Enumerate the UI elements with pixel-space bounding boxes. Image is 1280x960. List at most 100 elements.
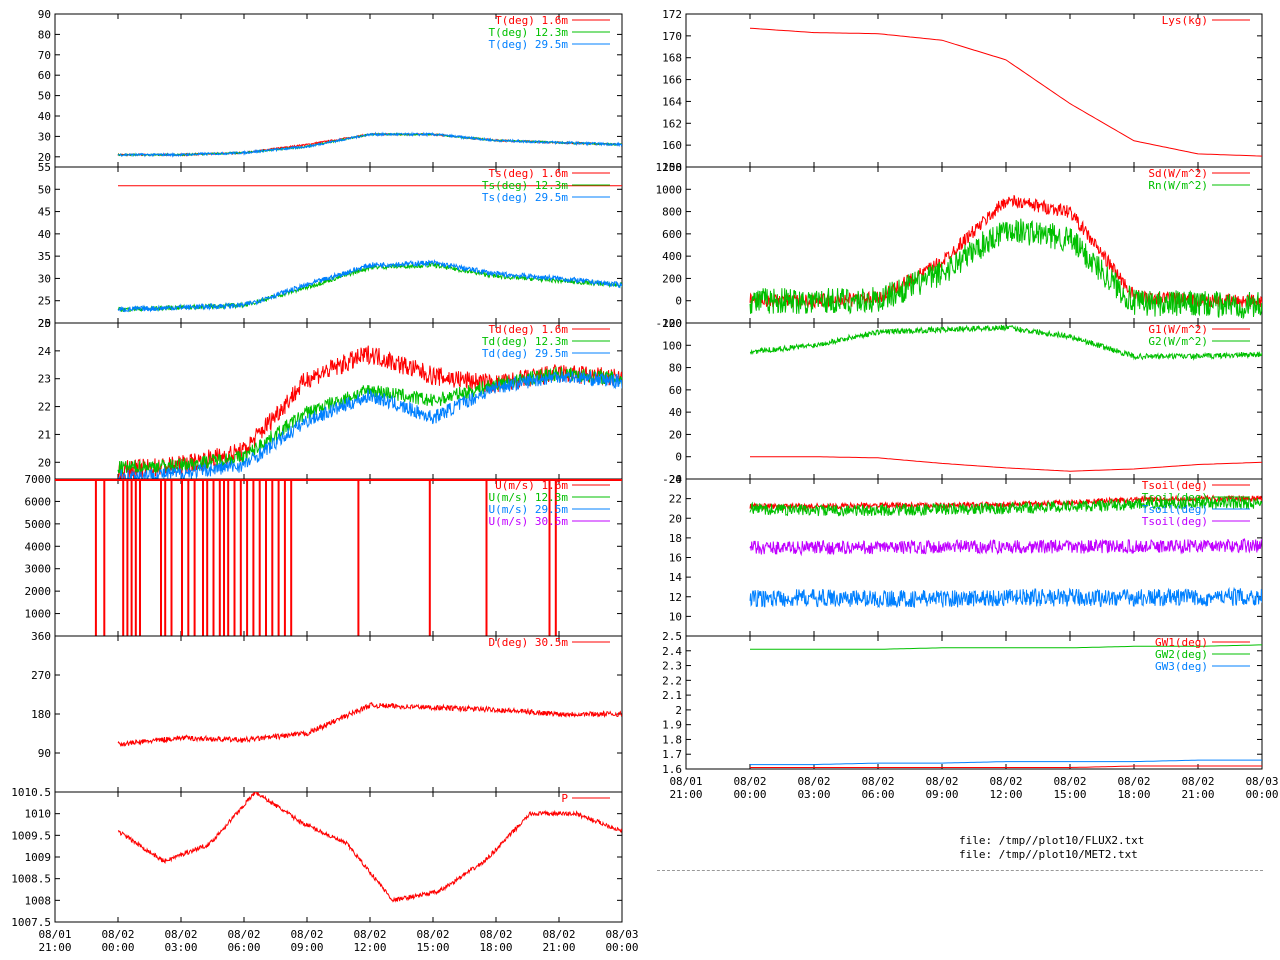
data-line [117,345,622,479]
legend-label: U(m/s) 12.3m [489,491,569,504]
y-tick-label: 5000 [25,518,52,531]
data-line [750,759,1262,766]
y-tick-label: 60 [38,69,51,82]
y-tick-label: 0 [675,451,682,464]
y-tick-label: 1.9 [662,719,682,732]
x-tick-label: 03:00 [164,941,197,954]
y-tick-label: 40 [38,110,51,123]
legend-label: U(m/s) 29.5m [489,503,569,516]
x-tick-label: 08/02 [989,775,1022,788]
y-tick-label: 90 [38,8,51,21]
y-tick-label: 3000 [25,563,52,576]
data-spike [265,479,267,636]
y-tick-label: 23 [38,373,51,386]
data-spike [357,479,360,636]
chart-panel-left-4 [54,478,623,637]
data-line [117,258,622,313]
y-tick-label: 166 [662,74,682,87]
x-tick-label: 08/02 [542,928,575,941]
y-tick-label: 1000 [25,608,52,621]
x-tick-label: 08/02 [416,928,449,941]
x-tick-label: 00:00 [1245,788,1278,801]
data-spike [170,479,173,636]
data-spike [290,479,293,636]
y-tick-label: 35 [38,250,51,263]
x-tick-label: 21:00 [542,941,575,954]
y-tick-label: 170 [662,30,682,43]
legend-label: Td(deg) 29.5m [482,347,568,360]
y-tick-label: 14 [669,571,683,584]
file-label: file: /tmp//plot10/FLUX2.txt [959,834,1145,847]
y-tick-label: 600 [662,228,682,241]
x-tick-label: 08/01 [669,775,702,788]
data-spike [94,479,97,636]
y-tick-label: 20 [38,317,51,330]
file-label: file: /tmp//plot10/MET2.txt [959,848,1138,861]
x-tick-label: 00:00 [733,788,766,801]
y-tick-label: 16 [669,552,682,565]
plot-frame [685,13,1263,168]
x-tick-label: 08/02 [1181,775,1214,788]
x-tick-label: 15:00 [416,941,449,954]
legend-label: Rn(W/m^2) [1148,179,1208,192]
y-tick-label: 22 [669,493,682,506]
x-tick-label: 08/02 [164,928,197,941]
y-tick-label: 20 [669,428,682,441]
x-tick-label: 21:00 [669,788,702,801]
x-tick-label: 08/03 [1245,775,1278,788]
y-tick-label: 1008 [25,894,52,907]
y-tick-label: 2.1 [662,689,682,702]
legend-label: T(deg) 29.5m [489,38,569,51]
y-tick-label: 55 [38,161,51,174]
data-spike [212,479,215,636]
y-tick-label: 21 [38,428,51,441]
chart-panel-left-5 [54,635,623,793]
legend-label: Td(deg) 1.6m [489,323,569,336]
y-tick-label: 2.3 [662,660,682,673]
y-tick-label: 12 [669,591,682,604]
y-tick-label: 1.7 [662,748,682,761]
data-line [750,765,1262,768]
legend-label: Tsoil(deg) [1142,515,1208,528]
x-tick-label: 08/02 [925,775,958,788]
plot-frame [685,635,1263,770]
y-tick-label: 200 [662,272,682,285]
x-tick-label: 08/03 [605,928,638,941]
y-tick-label: 20 [38,456,51,469]
y-tick-label: 2.4 [662,645,682,658]
data-spike [103,479,106,636]
legend-label: GW2(deg) [1155,648,1208,661]
y-tick-label: 1009 [25,851,52,864]
data-spike [160,479,162,636]
x-tick-label: 08/02 [797,775,830,788]
data-spike [283,479,286,636]
y-tick-label: 2 [675,704,682,717]
y-tick-label: 1.6 [662,763,682,776]
chart-panel-right-1 [685,13,1263,168]
y-tick-label: 160 [662,139,682,152]
data-spike [428,479,431,636]
y-tick-label: 45 [38,206,51,219]
data-line [749,324,1262,361]
data-spike [548,479,551,636]
data-spike [139,479,141,636]
y-tick-label: 172 [662,8,682,21]
y-tick-label: 20 [669,512,682,525]
y-tick-label: 40 [38,228,51,241]
legend-label: P [561,792,568,805]
data-line [750,456,1262,472]
x-tick-label: 12:00 [353,941,386,954]
data-line [117,371,622,479]
y-tick-label: 50 [38,90,51,103]
data-spike [277,479,280,636]
x-tick-label: 08/02 [479,928,512,941]
plot-frame [54,791,623,923]
data-spike [126,479,129,636]
data-line [117,132,622,157]
legend-label: T(deg) 1.6m [495,14,568,27]
y-tick-label: 40 [669,406,682,419]
x-tick-label: 08/02 [101,928,134,941]
y-tick-label: 1000 [656,183,683,196]
legend-label: Sd(W/m^2) [1148,167,1208,180]
data-spike [239,479,242,636]
